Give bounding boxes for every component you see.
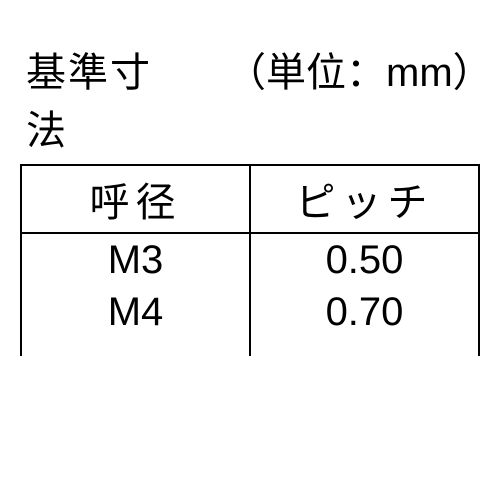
cell-pitch: 0.70 — [250, 286, 479, 356]
table-header-row: 基準寸法 （単位：mm） — [26, 40, 480, 156]
dimensions-table: 呼径 ピッチ M3 0.50 M4 0.70 — [20, 164, 480, 356]
unit-label: （単位：mm） — [226, 40, 480, 156]
column-header-diameter: 呼径 — [21, 165, 250, 233]
table-header: 呼径 ピッチ — [21, 165, 479, 233]
cell-pitch: 0.50 — [250, 233, 479, 286]
table-title: 基準寸法 — [26, 40, 186, 156]
column-header-pitch: ピッチ — [250, 165, 479, 233]
table-row: M3 0.50 — [21, 233, 479, 286]
table-row: M4 0.70 — [21, 286, 479, 356]
cell-diameter: M4 — [21, 286, 250, 356]
cell-diameter: M3 — [21, 233, 250, 286]
